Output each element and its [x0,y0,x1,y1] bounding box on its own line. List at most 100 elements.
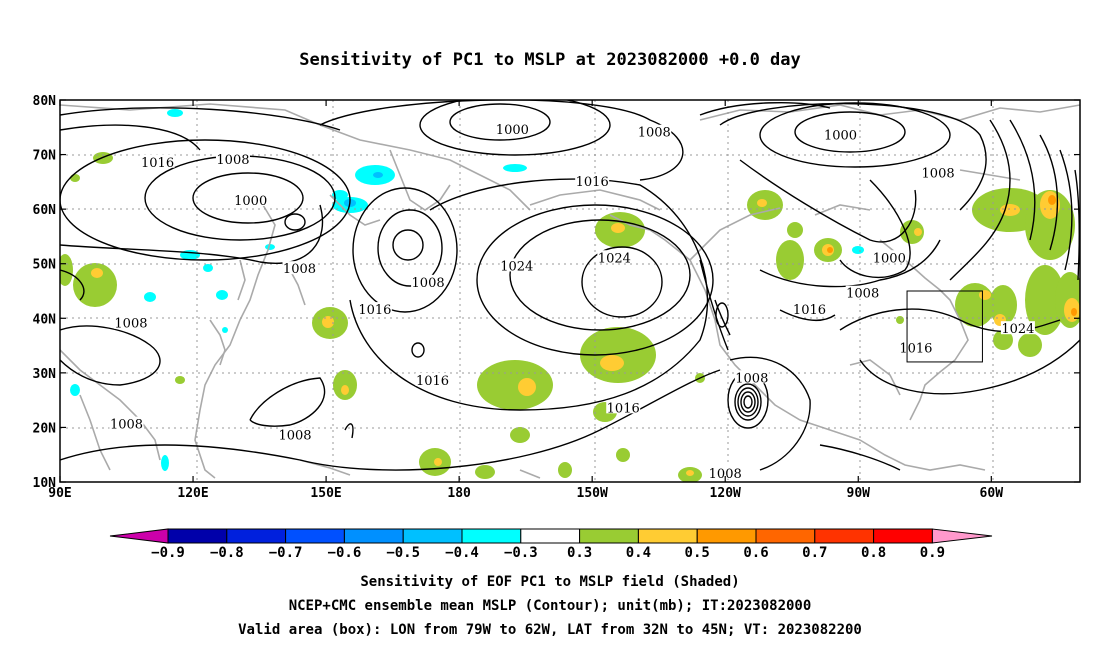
colorbar-bin [637,528,698,544]
lon-label: 60W [980,486,1004,501]
coastlines [60,103,1080,479]
colorbar-bin [520,528,581,544]
contour-label: 1008 [114,317,147,332]
contour-label-bg [792,302,827,316]
lon-label: 150W [577,486,608,501]
contour-label: 1016 [141,156,174,171]
contour-label-bg [872,250,907,264]
colorbar-label: 0.6 [743,545,768,561]
lat-label: 20N [33,421,57,436]
colorbar-bin [167,528,228,544]
colorbar-label: −0.5 [386,545,420,561]
lat-label: 50N [33,258,57,273]
contour-label: 1000 [496,123,529,138]
contour-label-bg [113,315,148,329]
colorbar-label: −0.4 [445,545,479,561]
lat-label: 40N [33,312,57,327]
colorbar-labels: −0.9 −0.8 −0.7 −0.6 −0.5 −0.4 −0.3 0.3 0.4 0.5 0.6… [151,545,945,561]
contour-label: 1016 [607,401,640,416]
contour-label-bg [411,274,446,288]
contour-label-bg [499,258,534,272]
colorbar-bin [402,528,463,544]
colorbar-label: 0.9 [920,545,945,561]
contour-label-bg [215,152,250,166]
contour-label-bg [708,465,743,479]
contour-label: 1024 [598,251,631,266]
lon-label: 120W [710,486,741,501]
colorbar-bin [579,528,639,544]
caption-line-1: Sensitivity of EOF PC1 to MSLP field (Sh… [360,574,740,590]
longitude-labels: 90E 120E 150E 180 150W 120W 90W 60W [48,486,1003,501]
colorbar-label: 0.3 [567,545,592,561]
contour-labels: 1016 1008 1000 1008 1008 1008 1008 1016 1008 1016… [109,122,1035,482]
contour-label: 1000 [234,194,267,209]
map-frame [59,99,1081,483]
contour-label: 1016 [899,341,932,356]
colorbar-label: −0.9 [151,545,185,561]
contour-label-bg [845,285,880,299]
contour-label: 1008 [846,287,879,302]
contour-label: 1024 [1001,322,1034,337]
colorbar-bin [226,528,287,544]
contour-label-bg [597,250,632,264]
contour-label-bg [823,127,858,141]
contour-label-bg [109,416,144,430]
mslp-contours [60,100,1080,471]
contour-label-bg [734,370,769,384]
colorbar-label: 0.5 [685,545,710,561]
contour-label-bg [278,427,313,441]
colorbar-bin [873,528,933,544]
colorbar-bin [461,528,522,544]
contour-label: 1008 [922,167,955,182]
contour-label: 1024 [500,259,533,274]
contour-label: 1008 [638,126,671,141]
contour-label: 1016 [576,175,609,190]
contour-label: 1008 [735,371,768,386]
colorbar-label: 0.8 [861,545,886,561]
lon-label: 150E [310,486,341,501]
contour-label: 1008 [278,429,311,444]
colorbar-bin [343,528,404,544]
colorbar-max-arrow [931,528,993,544]
contour-label: 1000 [824,128,857,143]
contour-label: 1008 [283,262,316,277]
colorbar-label: −0.8 [210,545,244,561]
lon-label: 90W [847,486,871,501]
valid-area-box [906,290,983,363]
colorbar-min-arrow [109,528,169,544]
lon-label: 90E [48,486,71,501]
contour-label-bg [140,154,175,168]
contour-label-bg [575,173,610,187]
map-grid [60,100,1080,482]
lat-label: 60N [33,203,57,218]
contour-label: 1016 [793,303,826,318]
contour-label: 1008 [412,276,445,291]
contour-label-bg [282,261,317,275]
axis-ticks [59,99,1080,483]
contour-label: 1008 [709,467,742,482]
contour-label: 1016 [416,374,449,389]
contour-label-bg [1000,321,1035,335]
colorbar-bin [285,528,345,544]
lat-label: 10N [33,476,57,491]
colorbar [109,528,993,544]
contour-label: 1000 [873,251,906,266]
contour-label-bg [606,400,641,414]
lon-label: 120E [177,486,208,501]
caption-line-3: Valid area (box): LON from 79W to 62W, L… [238,622,862,638]
contour-label-bg [415,373,450,387]
sensitivity-shading [60,109,1080,482]
map-title: Sensitivity of PC1 to MSLP at 2023082000… [299,50,801,70]
colorbar-bin [755,528,816,544]
lon-label: 180 [447,486,471,501]
contour-label-bg [357,302,392,316]
colorbar-label: −0.3 [504,545,538,561]
contour-label: 1008 [110,418,143,433]
contour-label-bg [921,165,956,179]
caption-line-2: NCEP+CMC ensemble mean MSLP (Contour); u… [288,598,812,614]
lat-label: 70N [33,149,57,164]
colorbar-bin [696,528,757,544]
colorbar-label: −0.6 [328,545,362,561]
colorbar-bin [814,528,875,544]
